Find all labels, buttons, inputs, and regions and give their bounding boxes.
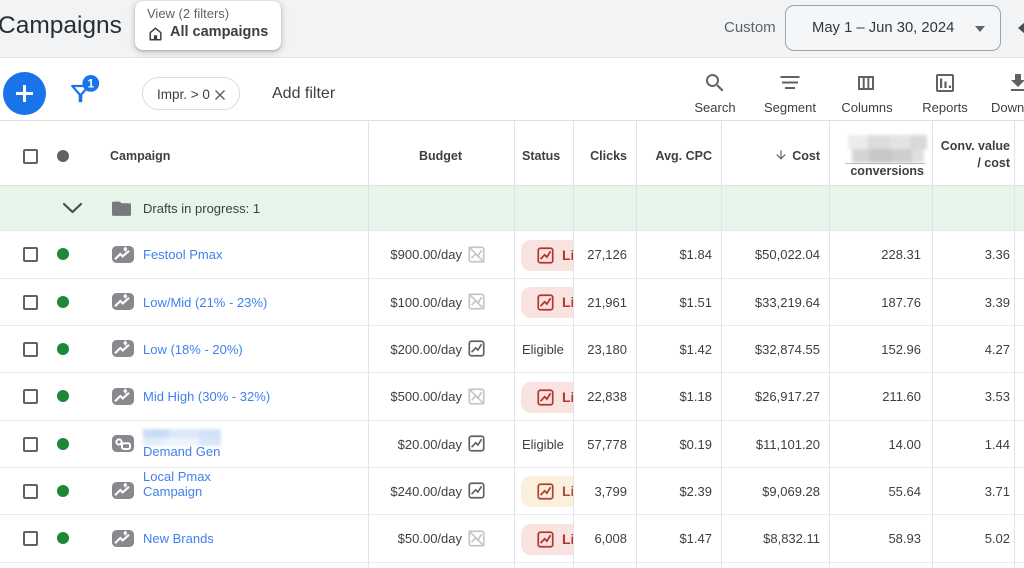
svg-text:1: 1 [88, 79, 95, 91]
